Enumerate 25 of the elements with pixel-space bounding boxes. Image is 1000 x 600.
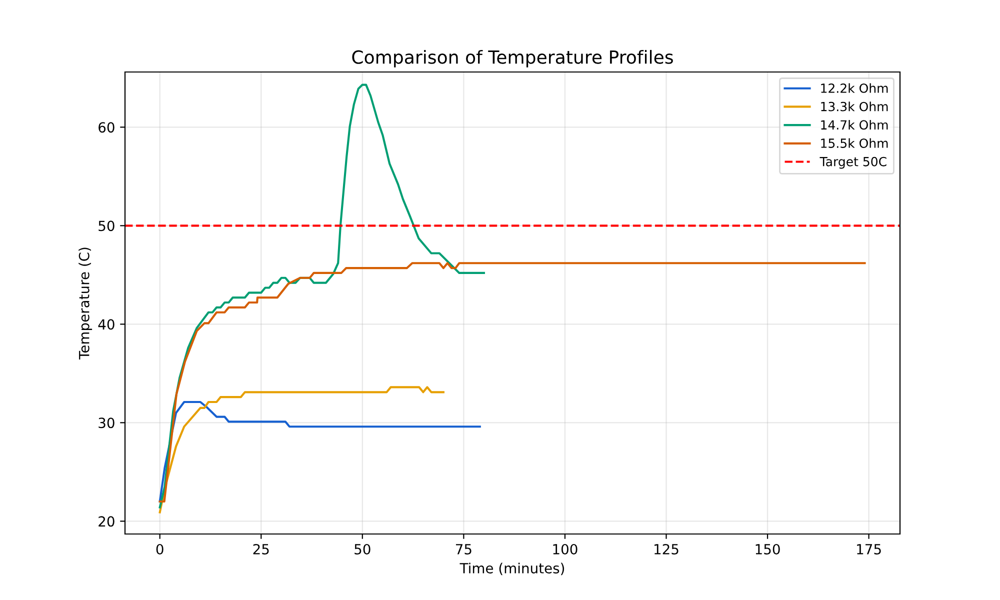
y-tick-label: 50: [98, 220, 114, 232]
x-tick-label: 50: [354, 544, 370, 554]
y-tick-label: 60: [98, 122, 114, 133]
x-tick-label: 0: [156, 544, 164, 554]
y-tick-label: 20: [98, 516, 114, 527]
y-axis-title: Temperature (C): [78, 248, 92, 360]
line-series: [158, 84, 485, 508]
x-axis-title: Time (minutes): [460, 562, 564, 576]
y-tick-label: 30: [98, 418, 114, 428]
legend-label: 12.2k Ohm: [821, 83, 888, 93]
y-tick-label: 40: [98, 319, 114, 330]
x-tick-label: 150: [756, 544, 780, 554]
x-tick-label: 75: [456, 544, 472, 554]
line-series: [158, 386, 444, 514]
legend-label: 14.7k Ohm: [821, 120, 888, 130]
x-tick-label: 175: [857, 544, 881, 554]
line-series: [158, 262, 866, 503]
legend-label: Target 50C: [820, 156, 886, 169]
line-series: [158, 400, 481, 503]
x-tick-label: 125: [654, 544, 678, 554]
chart-title: Comparison of Temperature Profiles: [352, 50, 673, 68]
legend-label: 13.3k Ohm: [821, 102, 888, 112]
legend-label: 15.5k Ohm: [821, 138, 888, 148]
x-tick-label: 100: [553, 544, 578, 554]
x-tick-label: 25: [253, 544, 269, 554]
